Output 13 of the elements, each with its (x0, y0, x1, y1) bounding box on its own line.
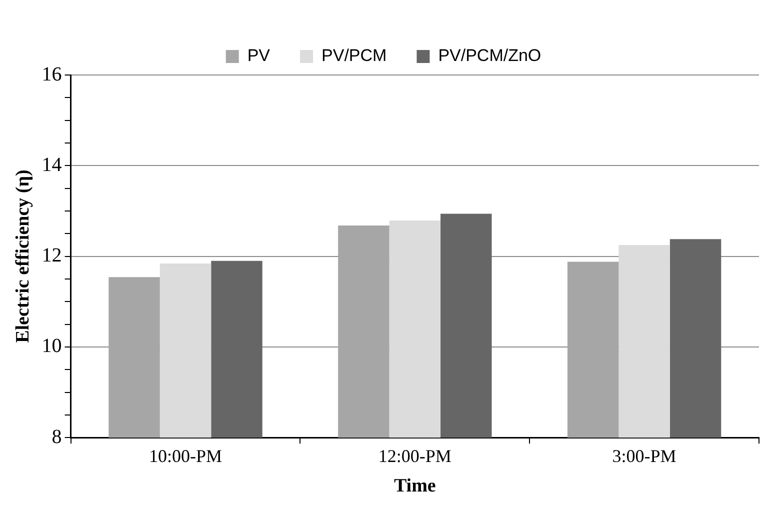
legend-label: PV/PCM/ZnO (438, 46, 542, 66)
y-tick-label: 16 (42, 63, 62, 86)
y-tick-label: 10 (42, 335, 62, 358)
legend-label: PV (247, 46, 271, 66)
y-tick-label: 14 (42, 154, 62, 176)
x-tick-label: 12:00-PM (378, 446, 452, 466)
y-axis-title: Electric efficiency (η) (12, 170, 34, 343)
x-axis-title: Time (394, 476, 436, 497)
y-tick-label: 8 (52, 426, 62, 448)
legend-label: PV/PCM (322, 46, 387, 66)
x-tick-label: 3:00-PM (612, 446, 676, 466)
y-tick-label: 12 (42, 244, 62, 267)
x-tick-label: 10:00-PM (148, 446, 222, 466)
